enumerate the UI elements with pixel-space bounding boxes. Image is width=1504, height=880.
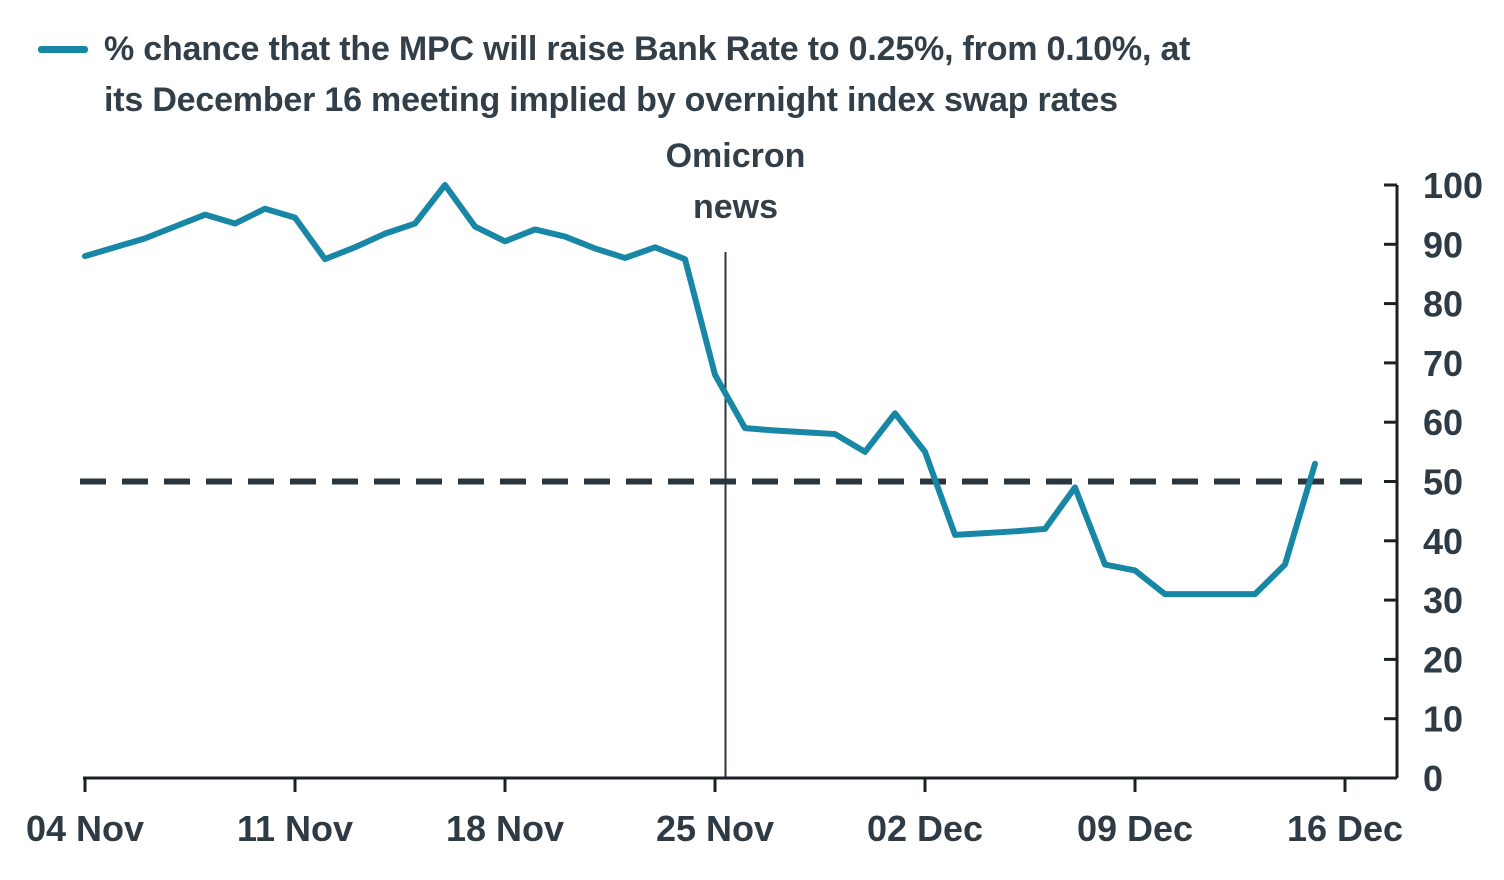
x-tick-label: 04 Nov <box>26 808 144 849</box>
x-tick-label: 09 Dec <box>1077 808 1193 849</box>
y-tick-label: 80 <box>1423 284 1463 325</box>
y-tick-label: 100 <box>1423 165 1483 206</box>
x-tick-label: 25 Nov <box>656 808 774 849</box>
y-tick-label: 10 <box>1423 699 1463 740</box>
y-tick-label: 90 <box>1423 224 1463 265</box>
chart-title-line1: % chance that the MPC will raise Bank Ra… <box>104 30 1191 68</box>
x-tick-label: 11 Nov <box>237 808 353 849</box>
chart-legend-title: % chance that the MPC will raise Bank Ra… <box>38 24 1458 126</box>
event-annotation: Omicron news <box>665 137 806 226</box>
y-tick-label: 40 <box>1423 521 1463 562</box>
y-tick-label: 30 <box>1423 580 1463 621</box>
series-line <box>82 182 1318 598</box>
x-tick-label: 18 Nov <box>446 808 564 849</box>
y-tick-label: 0 <box>1423 758 1443 799</box>
x-tick-label: 16 Dec <box>1287 808 1403 849</box>
y-tick-label: 60 <box>1423 402 1463 443</box>
y-tick-label: 20 <box>1423 639 1463 680</box>
y-tick-label: 70 <box>1423 343 1463 384</box>
legend-line-swatch <box>38 46 88 53</box>
x-tick-label: 02 Dec <box>867 808 983 849</box>
chart-title: % chance that the MPC will raise Bank Ra… <box>104 24 1190 126</box>
chart-title-line2: its December 16 meeting implied by overn… <box>104 81 1118 119</box>
y-tick-label: 50 <box>1423 462 1463 503</box>
